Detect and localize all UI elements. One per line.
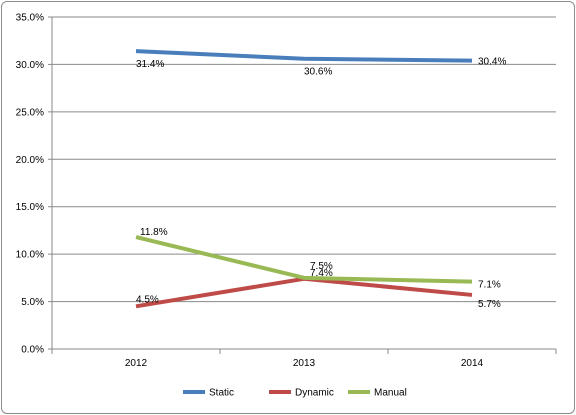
y-tick-label: 15.0% [16,202,44,213]
data-label-manual: 7.1% [478,280,501,291]
data-label-static: 30.4% [478,57,506,68]
x-axis-ticks: 2012 2013 2014 [51,349,557,369]
legend-label-manual: Manual [374,388,407,399]
y-tick-label: 30.0% [16,60,44,71]
x-tick-label: 2014 [461,358,484,369]
y-tick-label: 0.0% [21,345,44,356]
gridlines [52,16,556,303]
y-tick-label: 20.0% [16,155,44,166]
data-label-static: 30.6% [304,67,332,78]
y-tick-label: 10.0% [16,250,44,261]
legend-label-dynamic: Dynamic [295,388,334,399]
y-tick-label: 25.0% [16,107,44,118]
data-label-dynamic: 4.5% [136,294,159,305]
series-lines [135,49,473,309]
data-label-dynamic: 7.4% [310,268,333,279]
series-line-dynamic [135,276,473,309]
series-line-manual [135,235,473,284]
legend-label-static: Static [209,388,234,399]
data-label-static: 31.4% [136,59,164,70]
y-tick-label: 5.0% [21,297,44,308]
x-tick-label: 2012 [125,358,148,369]
legend: Static Dynamic Manual [183,388,407,399]
axes [51,17,556,350]
data-label-dynamic: 5.7% [478,299,501,310]
data-label-manual: 11.8% [140,227,168,238]
data-label-manual: 7.5% [310,261,333,272]
y-tick-label: 35.0% [16,13,44,24]
series-line-static [135,49,473,63]
data-labels: 31.4% 30.6% 30.4% 4.5% 7.4% 5.7% 11.8% 7.5% 7.1% [136,57,506,310]
x-tick-label: 2013 [293,358,316,369]
y-axis-ticks: 0.0% 5.0% 10.0% 15.0% 20.0% 25.0% 30.0% 35.0% [16,13,52,356]
